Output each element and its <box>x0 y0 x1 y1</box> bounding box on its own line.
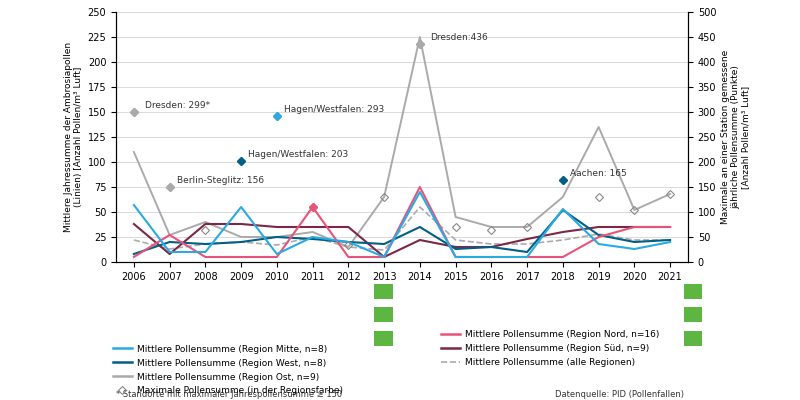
Text: * Standorte mit maximaler Jahrespollensumme ≥ 150: * Standorte mit maximaler Jahrespollensu… <box>116 390 342 399</box>
Text: Dresden:436: Dresden:436 <box>430 33 488 42</box>
Text: Aachen: 165: Aachen: 165 <box>570 169 626 178</box>
Legend: Mittlere Pollensumme (Region Nord, n=16), Mittlere Pollensumme (Region Süd, n=9): Mittlere Pollensumme (Region Nord, n=16)… <box>441 330 659 367</box>
Text: Berlin-Steglitz: 156: Berlin-Steglitz: 156 <box>177 176 264 185</box>
Text: Datenquelle: PID (Pollenfallen): Datenquelle: PID (Pollenfallen) <box>555 390 684 399</box>
Legend: Mittlere Pollensumme (Region Mitte, n=8), Mittlere Pollensumme (Region West, n=8: Mittlere Pollensumme (Region Mitte, n=8)… <box>113 344 343 396</box>
Text: Hagen/Westfalen: 203: Hagen/Westfalen: 203 <box>248 150 349 159</box>
Text: Dresden: 299*: Dresden: 299* <box>145 101 210 110</box>
Y-axis label: Mittlere Jahressumme der Ambrosiapollen
(Linien) [Anzahl Pollen/m³ Luft]: Mittlere Jahressumme der Ambrosiapollen … <box>64 42 83 232</box>
Text: Hagen/Westfalen: 293: Hagen/Westfalen: 293 <box>284 105 384 114</box>
Y-axis label: Maximale an einer Station gemessene
jährliche Pollensumme (Punkte)
[Anzahl Polle: Maximale an einer Station gemessene jähr… <box>721 50 750 224</box>
